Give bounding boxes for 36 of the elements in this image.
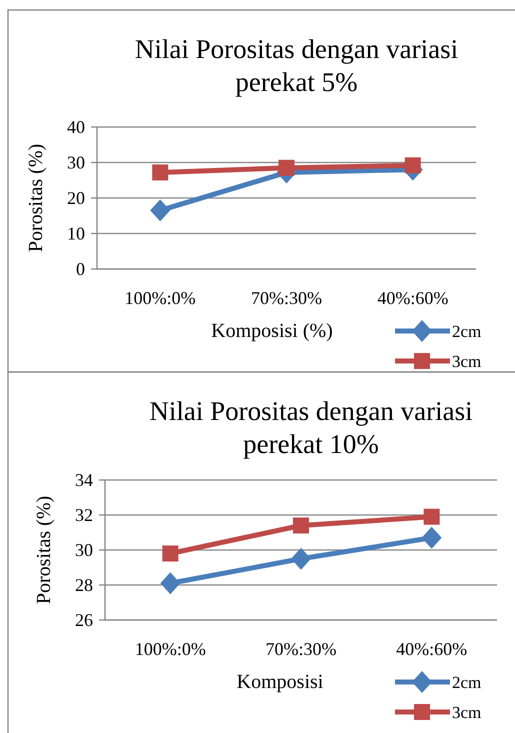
y-tick-label: 30 (67, 152, 85, 172)
x-tick-label: 40%:60% (377, 288, 448, 308)
y-axis-title: Porositas (%) (25, 144, 47, 252)
y-tick-label: 32 (75, 505, 93, 525)
x-tick-label: 40%:60% (396, 639, 468, 659)
legend-label: 2cm (452, 673, 482, 692)
point (278, 160, 294, 176)
point (404, 157, 421, 174)
y-tick-label: 30 (75, 540, 93, 560)
x-tick-label: 70%:30% (251, 288, 322, 308)
y-axis-title: Porositas (%) (33, 496, 55, 604)
point (422, 526, 442, 549)
legend-label: 2cm (452, 322, 482, 341)
x-axis-title: Komposisi (%) (211, 320, 333, 342)
legend-label: 3cm (452, 352, 482, 371)
point (152, 164, 168, 180)
x-tick-label: 70%:30% (266, 639, 336, 659)
x-tick-label: 100%:0% (134, 639, 206, 659)
chart-title: Nilai Porositas dengan variasi perekat 10% (149, 396, 473, 459)
point (162, 546, 178, 562)
legend-label: 3cm (452, 703, 482, 722)
point (293, 518, 309, 534)
y-tick-label: 26 (75, 610, 93, 630)
point (150, 199, 170, 222)
chart-title: Nilai Porositas dengan variasi perekat 5% (134, 34, 458, 97)
y-tick-label: 28 (75, 575, 93, 595)
x-axis-title: Komposisi (236, 671, 324, 693)
y-tick-label: 20 (67, 188, 85, 208)
y-tick-label: 10 (67, 224, 85, 244)
point (160, 572, 180, 594)
y-tick-label: 40 (67, 117, 85, 137)
y-tick-label: 0 (76, 259, 85, 279)
x-tick-label: 100%:0% (124, 288, 196, 308)
point (291, 548, 311, 570)
y-tick-label: 34 (75, 470, 93, 490)
point (424, 508, 440, 525)
